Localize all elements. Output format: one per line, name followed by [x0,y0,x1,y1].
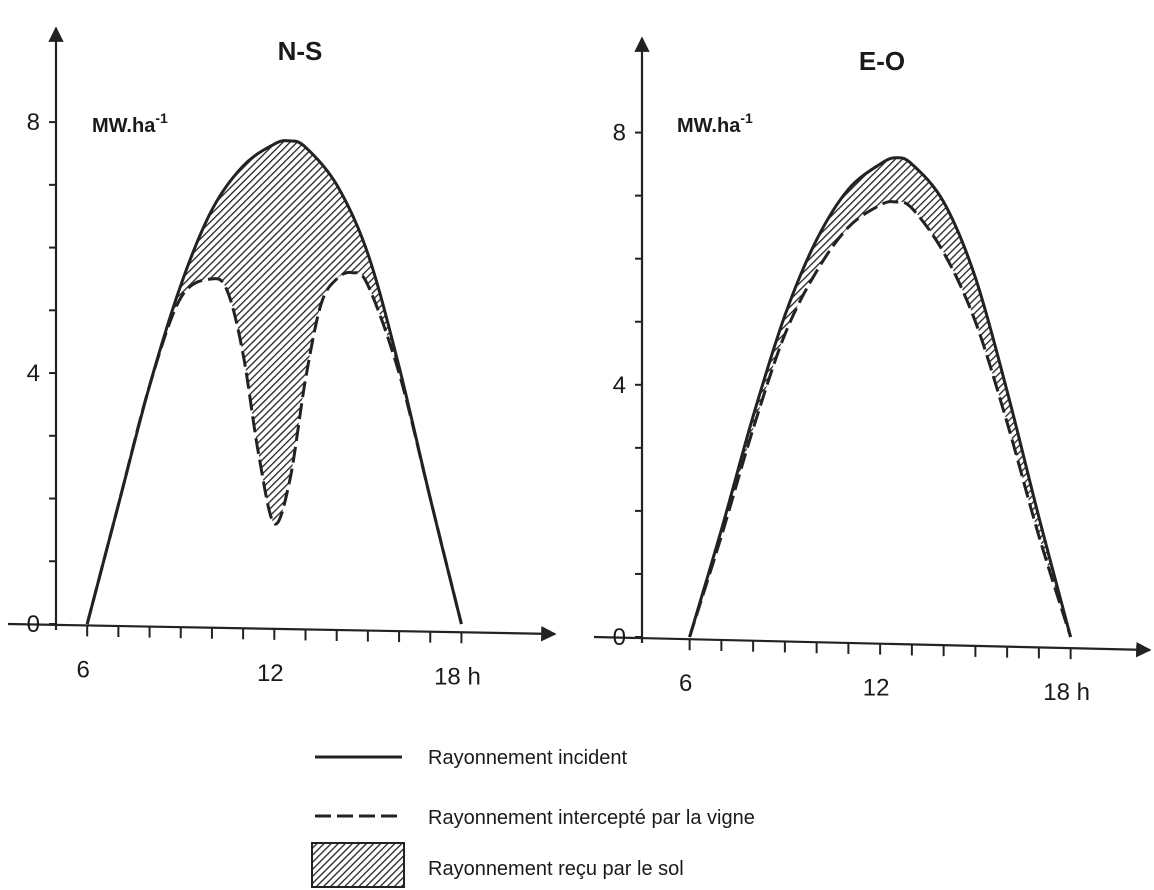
series-line-incident [688,156,1073,638]
legend-item-soil: Rayonnement reçu par le sol [311,842,684,888]
x-tick-label: 6 [77,656,90,683]
legend: Rayonnement incident Rayonnement interce… [311,747,755,888]
x-tick-label: 18 h [1043,679,1090,706]
chart-panel-eo: 6 12 18 h 0 4 8 E-O MW.ha-1 [593,36,1152,706]
legend-label: Rayonnement intercepté par la vigne [428,807,755,829]
y-tick-label: 0 [27,611,40,638]
y-tick-label: 4 [27,360,40,387]
y-axis-unit: MW.ha-1 [677,110,753,137]
x-tick-label: 12 [863,675,890,702]
x-tick-label: 12 [257,660,284,687]
y-axis-unit: MW.ha-1 [92,110,168,137]
legend-item-incident: Rayonnement incident [315,747,627,769]
y-axis-unit-exponent: -1 [155,110,168,126]
soil-radiation-area [87,140,462,624]
legend-label: Rayonnement reçu par le sol [428,858,684,880]
y-tick-label: 4 [613,372,626,399]
series-line-intercepted [688,200,1073,638]
x-tick-label: 6 [679,670,692,697]
x-tick-label: 18 h [434,663,481,690]
legend-swatch-hatched [311,842,405,888]
chart-panel-ns: 6 12 18 h 0 4 8 N-S MW.ha-1 [7,26,557,690]
y-axis-unit-base: MW.ha [677,115,741,137]
x-axis [7,622,557,642]
y-tick-label: 0 [613,624,626,651]
chart-title: E-O [859,46,905,76]
legend-item-intercepted: Rayonnement intercepté par la vigne [315,807,755,829]
x-axis [593,635,1152,658]
soil-radiation-area [689,157,1071,637]
chart-title: N-S [278,36,323,66]
y-axis-unit-base: MW.ha [92,115,156,137]
y-tick-label: 8 [613,120,626,147]
series-line-incident [85,139,463,625]
y-tick-label: 8 [27,109,40,136]
y-axis-unit-exponent: -1 [740,110,753,126]
legend-label: Rayonnement incident [428,747,627,769]
